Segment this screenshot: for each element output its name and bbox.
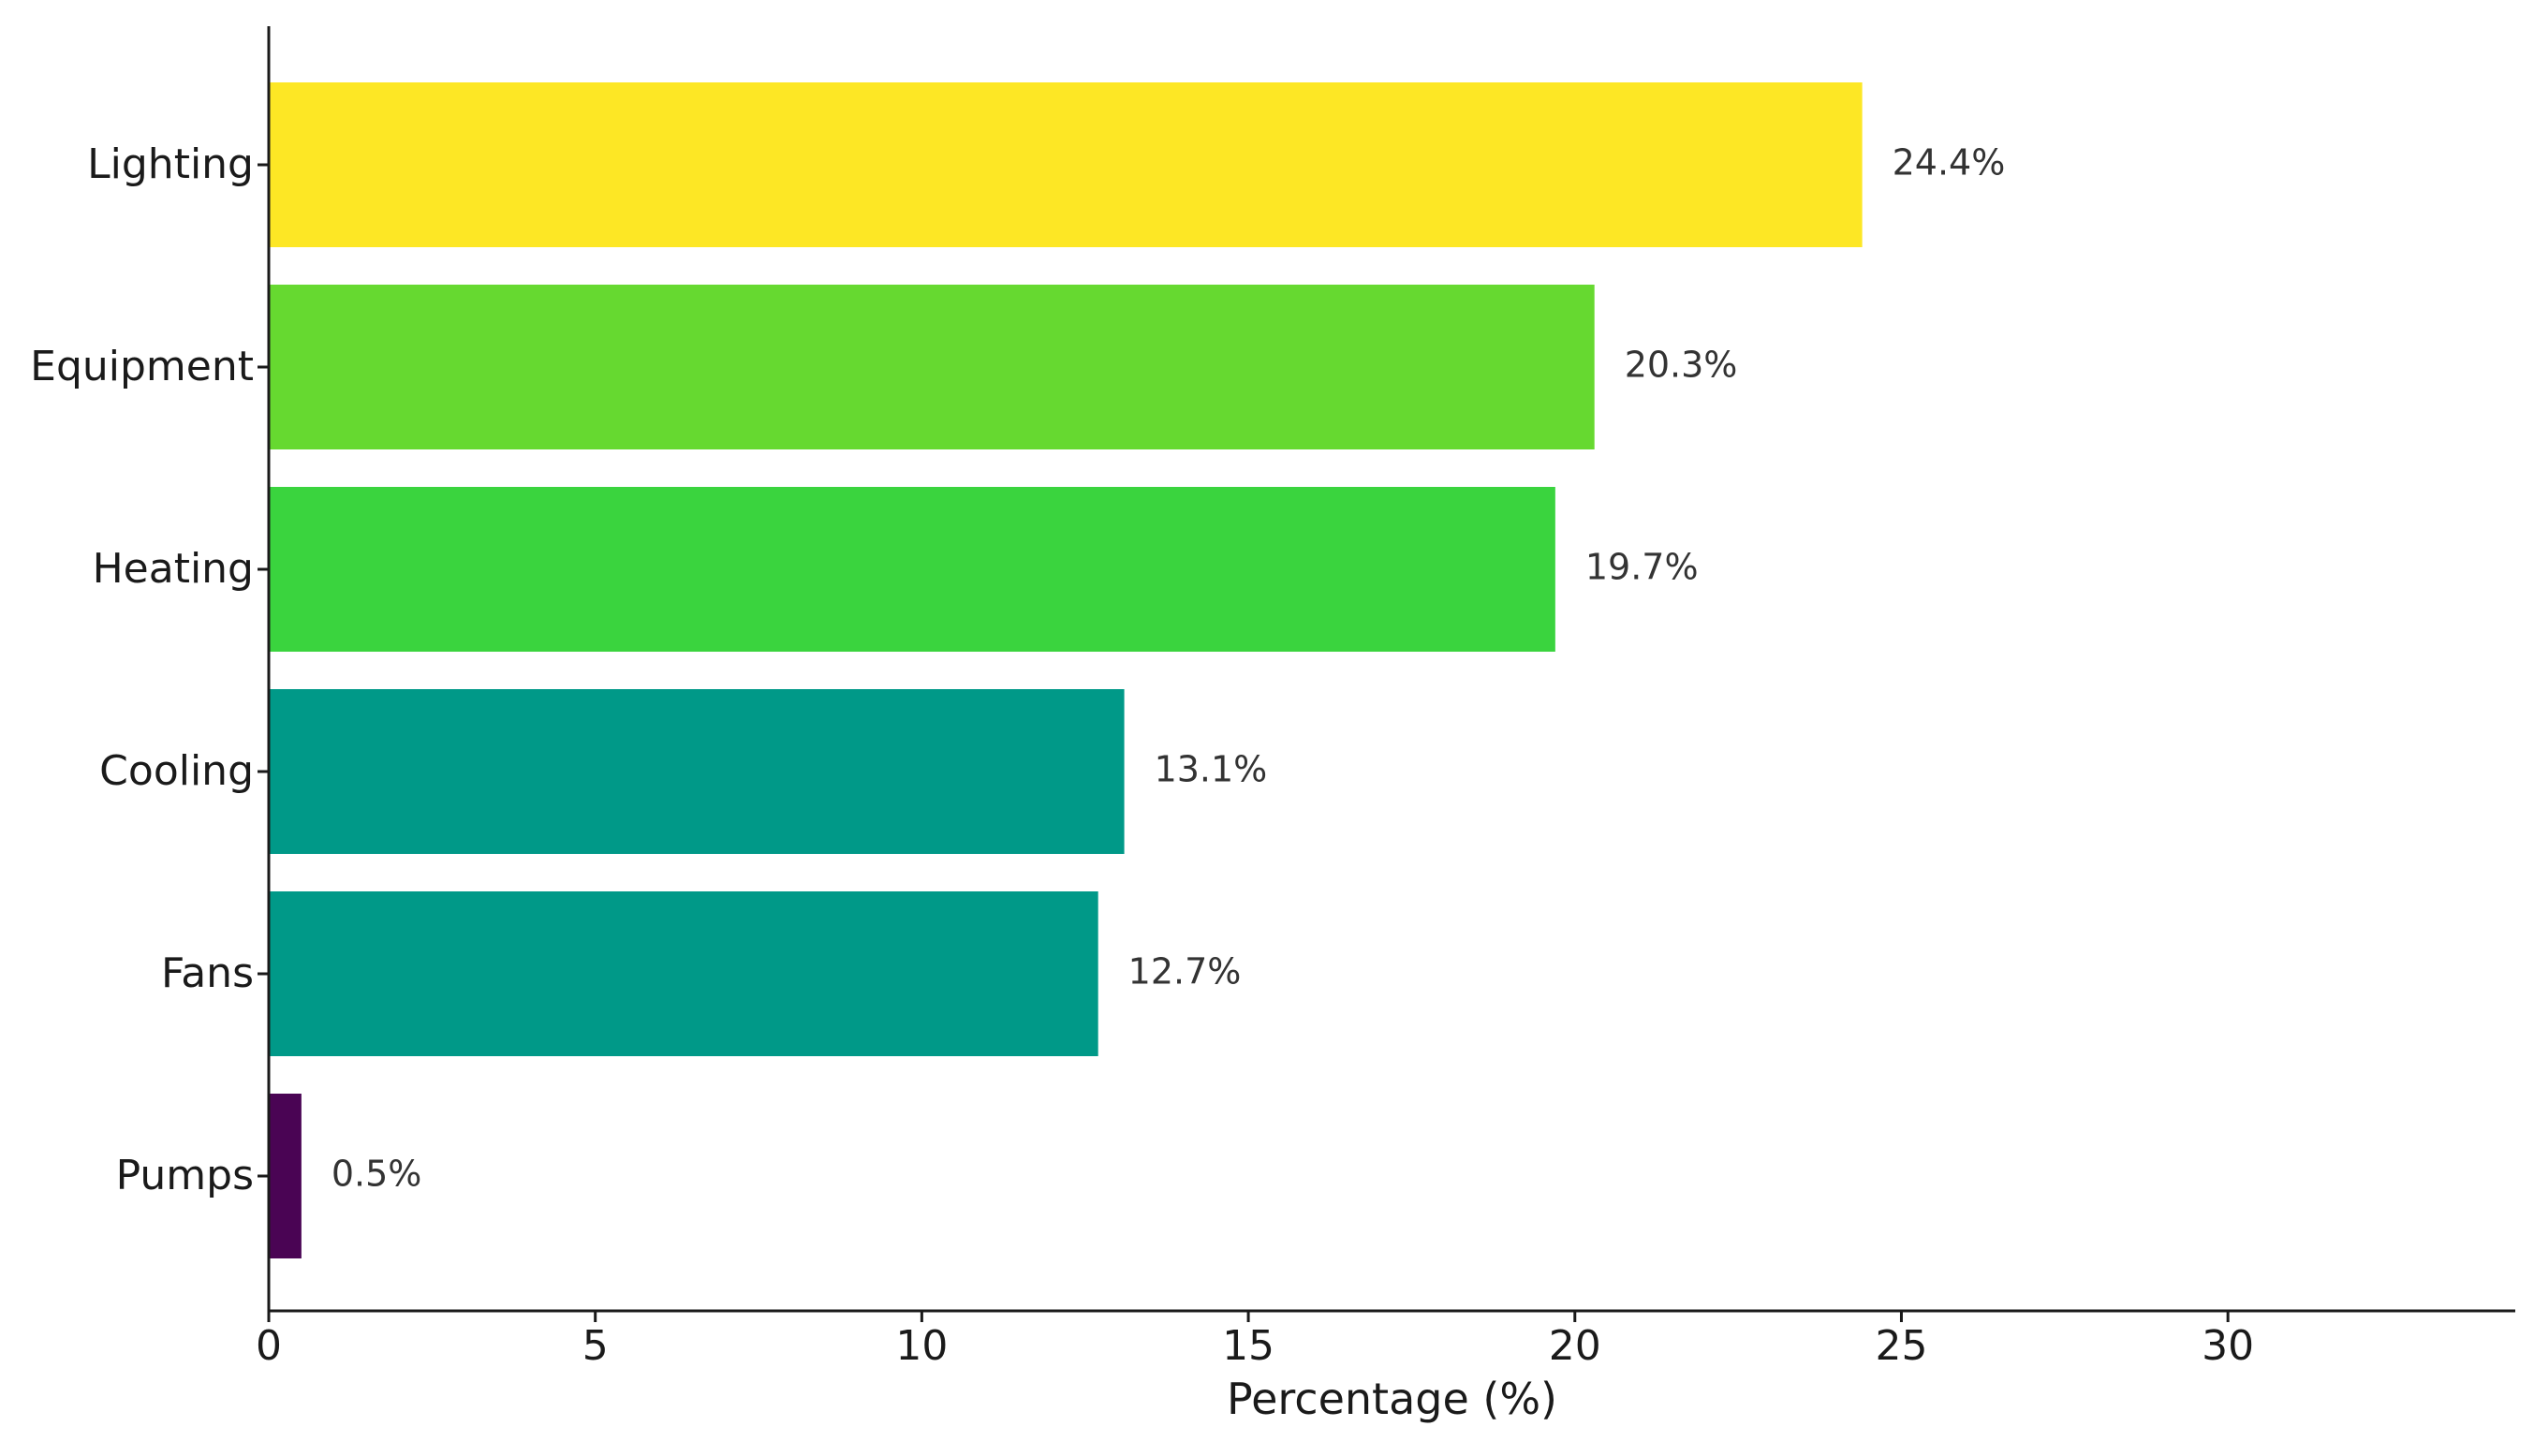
category-label-pumps: Pumps [116, 1152, 254, 1199]
category-label-equipment: Equipment [30, 343, 254, 390]
x-tick-label-10: 10 [895, 1322, 948, 1370]
category-label-lighting: Lighting [87, 140, 254, 188]
x-tick-label-5: 5 [582, 1322, 609, 1370]
value-label-fans: 12.7% [1128, 951, 1242, 993]
category-label-fans: Fans [161, 949, 254, 997]
bar-lighting [269, 82, 1863, 247]
bar-cooling [269, 689, 1125, 854]
y-axis-ticks: Lighting Equipment Heating Cooling Fans Pumps [30, 140, 269, 1199]
x-axis-title: Percentage (%) [1227, 1374, 1557, 1424]
x-tick-label-25: 25 [1875, 1322, 1927, 1370]
value-label-equipment: 20.3% [1625, 345, 1738, 386]
value-labels-layer: 24.4% 20.3% 19.7% 13.1% 12.7% 0.5% [331, 142, 2005, 1195]
category-label-cooling: Cooling [99, 747, 254, 795]
x-tick-label-30: 30 [2202, 1322, 2254, 1370]
x-tick-label-15: 15 [1222, 1322, 1274, 1370]
value-label-lighting: 24.4% [1893, 142, 2006, 184]
bar-equipment [269, 285, 1595, 449]
x-tick-label-20: 20 [1549, 1322, 1601, 1370]
value-label-heating: 19.7% [1585, 547, 1699, 588]
value-label-pumps: 0.5% [331, 1154, 422, 1195]
x-axis-ticks: 0 5 10 15 20 25 30 [256, 1311, 2254, 1370]
category-label-heating: Heating [93, 545, 254, 593]
bars-layer [269, 82, 1863, 1258]
bar-pumps [269, 1094, 302, 1258]
x-tick-label-0: 0 [256, 1322, 282, 1370]
bar-heating [269, 487, 1555, 652]
value-label-cooling: 13.1% [1155, 749, 1268, 790]
bar-fans [269, 891, 1098, 1056]
